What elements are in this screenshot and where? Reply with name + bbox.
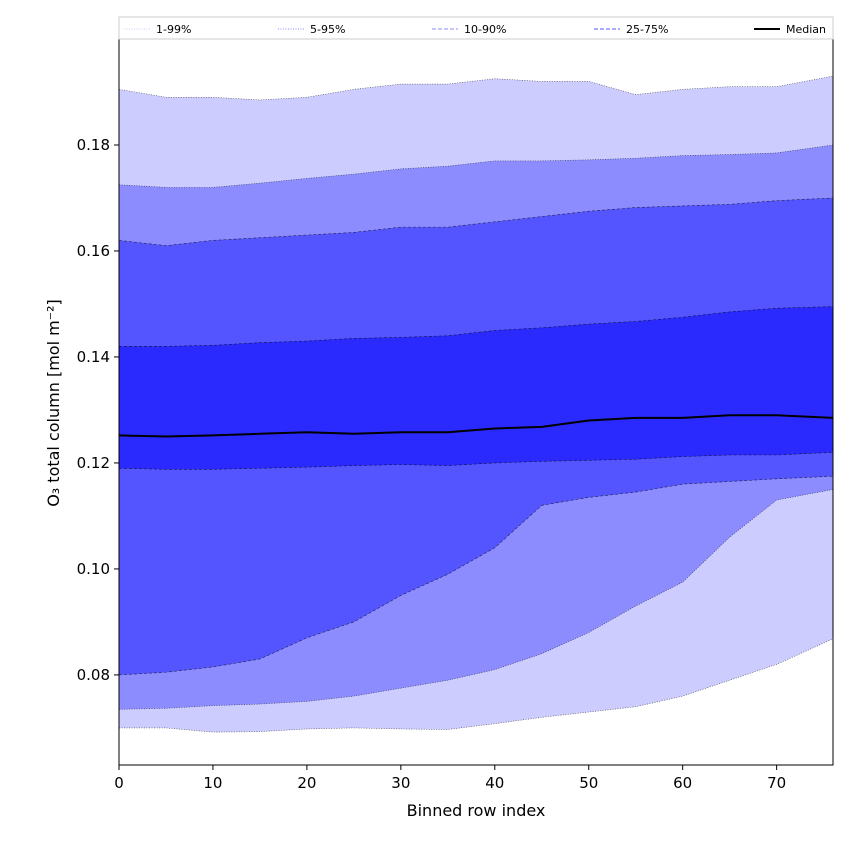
plot-area [119,75,833,733]
x-tick-label-0: 0 [114,774,124,792]
legend-label-1-99-: 1-99% [156,23,191,36]
band-1-99--lower-line [119,638,833,733]
band-25-75--lower-line [119,452,833,470]
x-tick-label-20: 20 [297,774,316,792]
x-tick-label-40: 40 [485,774,504,792]
y-tick-label-2: 0.12 [77,454,110,472]
y-tick-label-4: 0.16 [77,242,110,260]
x-tick-label-50: 50 [579,774,598,792]
band-25-75--upper-line [119,306,833,347]
legend: 1-99% 5-95% 10-90% 25-75% Median [118,16,834,40]
y-axis-label: O₃ total column [mol m⁻²] [44,299,63,507]
band-1-99--upper-line [119,75,833,101]
band-5-95--upper-line [119,144,833,188]
x-tick-label-70: 70 [767,774,786,792]
x-tick-label-60: 60 [673,774,692,792]
y-tick-label-5: 0.18 [77,136,110,154]
band-10-90--lower-line [119,475,833,676]
legend-label-Median: Median [786,23,826,36]
band-25-75- [119,306,833,470]
legend-label-25-75-: 25-75% [626,23,668,36]
median-line [119,414,833,438]
y-tick-label-1: 0.10 [77,560,110,578]
legend-label-10-90-: 10-90% [464,23,506,36]
series-group [119,75,833,733]
band-5-95--lower-line [119,489,833,710]
axes: 0 10 20 30 40 50 60 70 0.08 0.10 0.12 0.14 0.16 0.18 [77,38,834,792]
legend-label-5-95-: 5-95% [310,23,345,36]
x-axis-label: Binned row index [407,801,546,820]
y-tick-label-3: 0.14 [77,348,110,366]
y-tick-label-0: 0.08 [77,666,110,684]
legend-box [118,16,834,40]
x-tick-label-30: 30 [391,774,410,792]
x-tick-label-10: 10 [203,774,222,792]
